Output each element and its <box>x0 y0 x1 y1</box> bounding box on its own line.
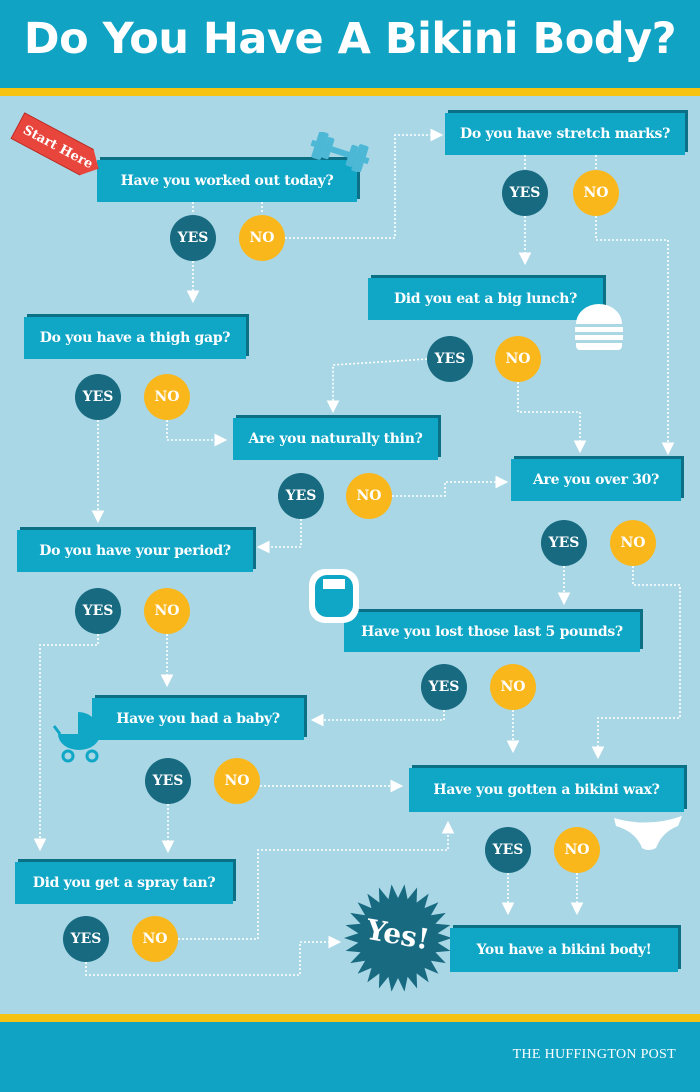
question-baby: Have you had a baby? <box>92 698 304 740</box>
yes-starburst <box>344 884 452 992</box>
question-big-lunch: Did you eat a big lunch? <box>368 278 603 320</box>
question-over-30: Are you over 30? <box>511 459 681 501</box>
question-naturally-thin: Are you naturally thin? <box>233 418 438 460</box>
yes-answer-naturally-thin[interactable]: YES <box>278 473 324 519</box>
connector-arrow <box>595 216 675 456</box>
yes-answer-thigh-gap[interactable]: YES <box>75 374 121 420</box>
no-answer-big-lunch[interactable]: NO <box>495 336 541 382</box>
connector-arrow <box>285 128 444 239</box>
scale-icon <box>309 569 359 623</box>
bikini-bottom-icon <box>614 816 682 850</box>
stroller-icon <box>52 712 100 763</box>
connector-arrow <box>591 566 681 760</box>
yes-answer-stretch-marks[interactable]: YES <box>502 170 548 216</box>
yes-answer-baby[interactable]: YES <box>145 758 191 804</box>
question-spray-tan: Did you get a spray tan? <box>15 862 233 904</box>
no-answer-thigh-gap[interactable]: NO <box>144 374 190 420</box>
connector-arrow <box>392 475 509 497</box>
question-period: Do you have your period? <box>17 530 253 572</box>
footer-stripe <box>0 1014 700 1022</box>
no-answer-last-5-pounds[interactable]: NO <box>490 664 536 710</box>
yes-answer-over-30[interactable]: YES <box>541 520 587 566</box>
no-answer-naturally-thin[interactable]: NO <box>346 473 392 519</box>
question-stretch-marks: Do you have stretch marks? <box>445 113 685 155</box>
yes-answer-last-5-pounds[interactable]: YES <box>421 664 467 710</box>
result-box: You have a bikini body! <box>450 928 678 972</box>
connector-arrow <box>178 820 455 940</box>
connector-arrow <box>326 358 428 414</box>
yes-answer-period[interactable]: YES <box>75 588 121 634</box>
question-bikini-wax: Have you gotten a bikini wax? <box>409 768 684 812</box>
yes-answer-worked-out[interactable]: YES <box>170 215 216 261</box>
connector-arrow <box>85 935 342 976</box>
no-answer-stretch-marks[interactable]: NO <box>573 170 619 216</box>
page-title: Do You Have A Bikini Body? <box>23 14 677 64</box>
yes-answer-bikini-wax[interactable]: YES <box>485 827 531 873</box>
no-answer-bikini-wax[interactable]: NO <box>554 827 600 873</box>
yes-answer-spray-tan[interactable]: YES <box>63 916 109 962</box>
header-stripe <box>0 88 700 96</box>
connector-arrow <box>33 634 99 852</box>
connector-arrow <box>256 519 302 554</box>
no-answer-period[interactable]: NO <box>144 588 190 634</box>
header-banner: Do You Have A Bikini Body? <box>0 0 700 88</box>
no-answer-baby[interactable]: NO <box>214 758 260 804</box>
connector-arrow <box>517 382 587 454</box>
footer-banner: THE HUFFINGTON POST <box>0 1022 700 1092</box>
question-thigh-gap: Do you have a thigh gap? <box>24 317 246 359</box>
no-answer-worked-out[interactable]: NO <box>239 215 285 261</box>
no-answer-over-30[interactable]: NO <box>610 520 656 566</box>
connector-arrow <box>310 710 445 727</box>
brand-logo-text: THE HUFFINGTON POST <box>512 1047 676 1062</box>
no-answer-spray-tan[interactable]: NO <box>132 916 178 962</box>
dumbbell-icon <box>310 132 370 172</box>
burger-icon <box>575 304 623 350</box>
connector-arrow <box>166 420 228 447</box>
yes-answer-big-lunch[interactable]: YES <box>427 336 473 382</box>
question-worked-out: Have you worked out today? <box>97 160 357 202</box>
question-last-5-pounds: Have you lost those last 5 pounds? <box>344 612 640 652</box>
